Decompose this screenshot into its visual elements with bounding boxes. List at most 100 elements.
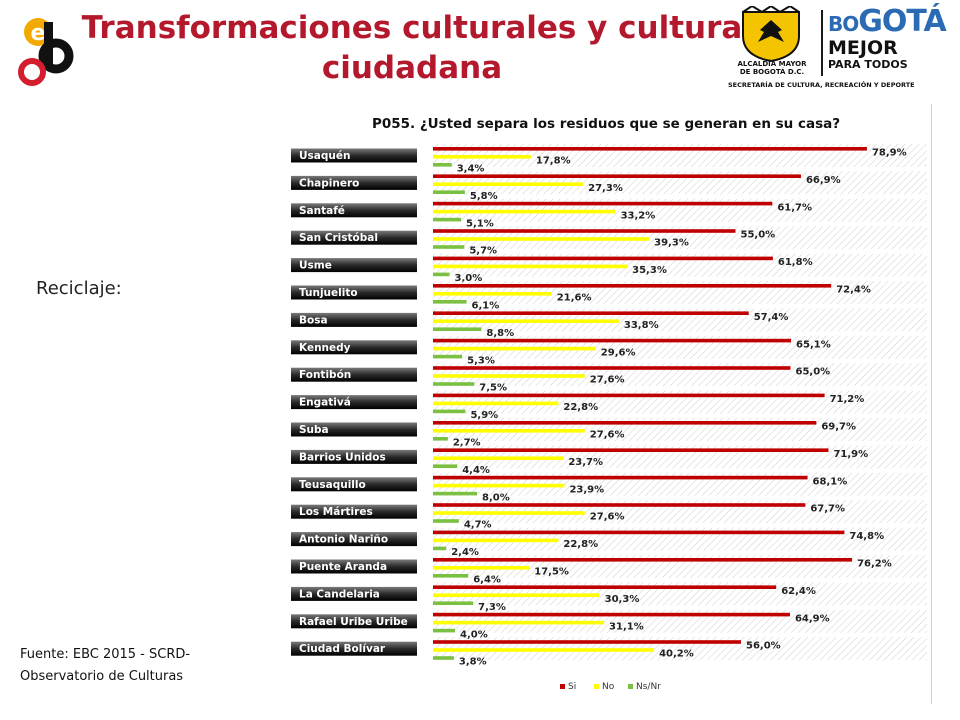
data-label: 33,2% bbox=[621, 210, 656, 221]
data-label: 56,0% bbox=[746, 641, 781, 652]
bar-si bbox=[433, 640, 741, 644]
data-label: 2,7% bbox=[453, 438, 481, 449]
data-label: 62,4% bbox=[781, 586, 816, 597]
category-label: Tunjuelito bbox=[299, 287, 358, 299]
data-label: 27,6% bbox=[590, 375, 625, 386]
data-label: 23,9% bbox=[569, 484, 604, 495]
bar-si bbox=[433, 612, 790, 617]
bar-si bbox=[433, 311, 749, 315]
data-label: 21,6% bbox=[557, 293, 592, 304]
bar-no bbox=[433, 566, 530, 570]
mejor-wordmark: MEJOR bbox=[828, 37, 898, 59]
data-label: 27,6% bbox=[590, 430, 625, 441]
legend-swatch bbox=[628, 684, 633, 689]
data-label: 65,0% bbox=[796, 367, 831, 378]
data-label: 30,3% bbox=[605, 594, 640, 605]
source-line-2: Observatorio de Culturas bbox=[20, 669, 184, 684]
bar-no bbox=[433, 155, 531, 159]
data-label: 35,3% bbox=[632, 265, 667, 276]
bar-no bbox=[433, 401, 559, 406]
category-label: Bosa bbox=[299, 314, 328, 326]
category-label: Ciudad Bolívar bbox=[299, 643, 386, 655]
category-label: Usme bbox=[299, 260, 332, 272]
bar-nsnr bbox=[433, 354, 463, 359]
bar-nsnr bbox=[433, 272, 450, 277]
bar-nsnr bbox=[433, 245, 465, 249]
bar-si bbox=[433, 393, 825, 398]
category-label: Barrios Unidos bbox=[299, 451, 386, 463]
data-label: 55,0% bbox=[741, 230, 776, 241]
chart-title: P055. ¿Usted separa los residuos que se … bbox=[372, 116, 840, 132]
legend-swatch bbox=[560, 684, 565, 689]
category-label-box bbox=[291, 312, 417, 327]
recycling-bar-chart: P055. ¿Usted separa los residuos que se … bbox=[291, 116, 927, 692]
category-label: Usaquén bbox=[299, 150, 350, 162]
legend-label: Si bbox=[568, 682, 576, 692]
bar-no bbox=[433, 648, 655, 652]
data-label: 7,3% bbox=[478, 602, 506, 613]
category-label: Teusaquillo bbox=[299, 479, 366, 491]
bar-si bbox=[433, 421, 817, 425]
data-label: 69,7% bbox=[821, 422, 856, 433]
data-label: 2,4% bbox=[451, 547, 479, 558]
category-label-box bbox=[291, 559, 417, 574]
bar-no bbox=[433, 346, 596, 351]
category-label-box bbox=[291, 449, 417, 464]
data-label: 27,3% bbox=[588, 183, 623, 194]
bar-no bbox=[433, 292, 552, 296]
data-label: 6,1% bbox=[472, 301, 500, 312]
data-label: 5,9% bbox=[470, 410, 498, 421]
legend-swatch bbox=[594, 684, 599, 689]
bogota-crest-icon bbox=[742, 6, 800, 62]
bar-no bbox=[433, 483, 565, 488]
category-label: Suba bbox=[299, 424, 329, 436]
bar-nsnr bbox=[433, 327, 482, 331]
bar-nsnr bbox=[433, 300, 467, 304]
data-label: 76,2% bbox=[857, 559, 892, 570]
bar-nsnr bbox=[433, 163, 452, 167]
category-label: Santafé bbox=[299, 205, 345, 217]
bar-si bbox=[433, 147, 867, 151]
data-label: 5,8% bbox=[470, 191, 498, 202]
alcaldia-line-2: DE BOGOTÁ D.C. bbox=[739, 68, 805, 76]
category-label-box bbox=[291, 340, 417, 355]
data-label: 61,7% bbox=[777, 202, 812, 213]
data-label: 29,6% bbox=[601, 347, 636, 358]
bar-no bbox=[433, 374, 585, 378]
data-label: 68,1% bbox=[813, 476, 848, 487]
data-label: 17,8% bbox=[536, 156, 571, 167]
category-label-box bbox=[291, 203, 417, 218]
category-label-box bbox=[291, 477, 417, 492]
bar-nsnr bbox=[433, 409, 466, 414]
data-label: 3,4% bbox=[457, 164, 485, 175]
ebc-logo: e bbox=[18, 18, 74, 86]
bar-no bbox=[433, 209, 616, 214]
category-label-box bbox=[291, 175, 417, 190]
secretaria-text: SECRETARÍA DE CULTURA, RECREACIÓN Y DEPO… bbox=[728, 81, 915, 89]
category-label-box bbox=[291, 641, 417, 656]
bar-nsnr bbox=[433, 464, 458, 468]
bar-si bbox=[433, 503, 806, 507]
bar-no bbox=[433, 511, 585, 515]
category-label: San Cristóbal bbox=[299, 232, 378, 244]
category-label-box bbox=[291, 422, 417, 437]
category-label: Rafael Uribe Uribe bbox=[299, 616, 408, 628]
bar-nsnr bbox=[433, 601, 474, 605]
data-label: 5,1% bbox=[466, 218, 494, 229]
bar-no bbox=[433, 429, 585, 433]
data-label: 5,3% bbox=[467, 355, 495, 366]
data-label: 7,5% bbox=[479, 383, 507, 394]
data-label: 72,4% bbox=[836, 285, 871, 296]
category-label-box bbox=[291, 148, 417, 163]
data-label: 71,2% bbox=[830, 394, 865, 405]
data-label: 4,7% bbox=[464, 520, 492, 531]
data-label: 27,6% bbox=[590, 512, 625, 523]
data-label: 22,8% bbox=[563, 402, 598, 413]
alcaldia-logo: ALCALDÍA MAYOR DE BOGOTÁ D.C. BOGOTÁ MEJ… bbox=[718, 4, 954, 96]
bogota-wordmark: BOGOTÁ bbox=[828, 7, 947, 38]
category-label-box bbox=[291, 258, 417, 273]
bar-nsnr bbox=[433, 628, 455, 633]
bar-si bbox=[433, 284, 832, 288]
page-title: Transformaciones culturales y cultura ci… bbox=[62, 8, 762, 88]
bar-no bbox=[433, 620, 605, 625]
